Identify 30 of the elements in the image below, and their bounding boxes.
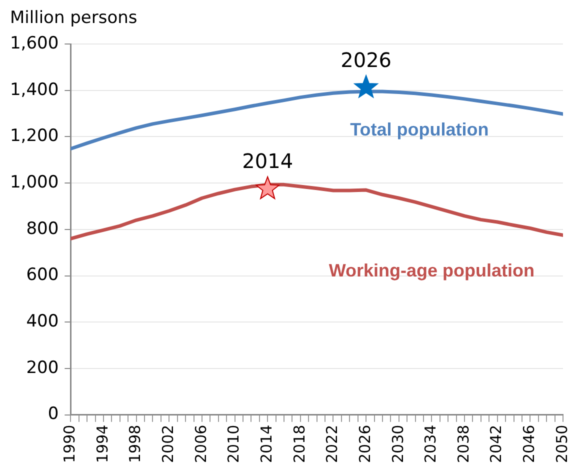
x-tick-label: 2034 <box>422 424 440 464</box>
y-tick-label: 0 <box>48 404 59 424</box>
x-tick-label: 2014 <box>257 424 276 464</box>
x-tick-label: 1990 <box>60 424 79 464</box>
y-tick-label: 200 <box>26 358 59 378</box>
x-tick-label: 2006 <box>192 424 210 464</box>
y-tick-label: 1,600 <box>10 33 59 54</box>
y-tick-label: 1,200 <box>10 126 59 146</box>
x-tick-label: 1994 <box>93 424 112 464</box>
y-tick-label: 1,400 <box>10 80 59 100</box>
x-tick-label: 2042 <box>487 424 506 464</box>
series-label: Total population <box>350 119 489 140</box>
y-axis-title: Million persons <box>10 8 138 28</box>
series-label: Working-age population <box>328 260 535 281</box>
x-tick-label: 2002 <box>159 424 178 464</box>
y-tick-label: 800 <box>26 218 59 239</box>
x-tick-label: 2038 <box>454 424 472 464</box>
x-tick-label: 2026 <box>356 424 374 464</box>
annotation: 2026 <box>340 48 392 72</box>
x-tick-label: 2018 <box>290 424 308 464</box>
y-tick-label: 400 <box>26 312 59 332</box>
x-tick-label: 2050 <box>552 424 571 464</box>
y-tick-label: 1,000 <box>10 172 59 192</box>
x-tick-label: 2010 <box>224 424 243 464</box>
x-tick-label: 2030 <box>388 424 407 464</box>
annotation: 2014 <box>242 149 294 174</box>
x-tick-label: 1998 <box>126 424 144 464</box>
x-tick-label: 2022 <box>323 424 342 464</box>
x-tick-label: 2046 <box>520 424 538 464</box>
y-tick-label: 600 <box>26 265 59 286</box>
